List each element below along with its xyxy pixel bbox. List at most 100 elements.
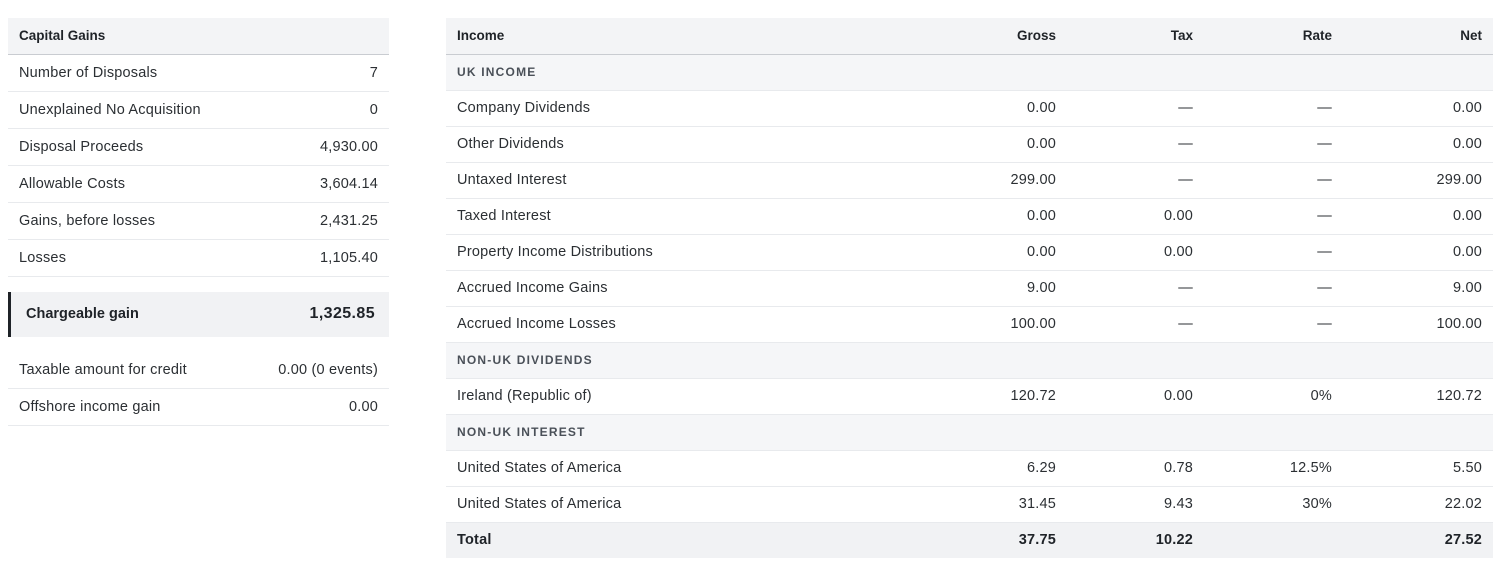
col-header-tax: Tax bbox=[1170, 28, 1193, 44]
income-net: 0.00 bbox=[1452, 136, 1482, 152]
income-row: Accrued Income Losses 100.00 — — 100.00 bbox=[446, 306, 1493, 342]
income-rate: — bbox=[1317, 316, 1332, 332]
income-name: Taxed Interest bbox=[457, 208, 551, 224]
cg-extra-row: Taxable amount for credit 0.00 (0 events… bbox=[8, 352, 389, 388]
cg-row: Allowable Costs 3,604.14 bbox=[8, 165, 389, 202]
total-tax: 10.22 bbox=[1155, 532, 1193, 549]
income-gross: 6.29 bbox=[1026, 460, 1056, 476]
income-gross: 0.00 bbox=[1026, 244, 1056, 260]
income-panel: Income Gross Tax Rate Net UK INCOME Comp… bbox=[446, 18, 1493, 558]
capital-gains-table: Capital Gains Number of Disposals 7 Unex… bbox=[8, 18, 389, 277]
income-name: Accrued Income Gains bbox=[457, 280, 608, 296]
cg-row: Losses 1,105.40 bbox=[8, 239, 389, 276]
income-net: 0.00 bbox=[1452, 244, 1482, 260]
section-label: NON-UK INTEREST bbox=[457, 425, 586, 439]
income-tax: — bbox=[1178, 316, 1193, 332]
capital-gains-header-row: Capital Gains bbox=[8, 18, 389, 54]
income-tax: 0.00 bbox=[1163, 208, 1193, 224]
cg-row-value: 0 bbox=[369, 101, 378, 118]
income-tax: — bbox=[1178, 172, 1193, 188]
section-row-non-uk-interest: NON-UK INTEREST bbox=[446, 414, 1493, 450]
income-row: Ireland (Republic of) 120.72 0.00 0% 120… bbox=[446, 378, 1493, 414]
cg-row-label: Number of Disposals bbox=[19, 64, 158, 81]
income-net: 0.00 bbox=[1452, 208, 1482, 224]
income-row: Other Dividends 0.00 — — 0.00 bbox=[446, 126, 1493, 162]
col-header-income: Income bbox=[457, 28, 505, 44]
cg-row: Disposal Proceeds 4,930.00 bbox=[8, 128, 389, 165]
cg-row-label: Disposal Proceeds bbox=[19, 138, 144, 155]
income-net: 5.50 bbox=[1452, 460, 1482, 476]
income-net: 0.00 bbox=[1452, 100, 1482, 116]
income-header-row: Income Gross Tax Rate Net bbox=[446, 18, 1493, 54]
income-rate: — bbox=[1317, 172, 1332, 188]
section-label: UK INCOME bbox=[457, 65, 537, 79]
total-net: 27.52 bbox=[1444, 532, 1482, 549]
income-row: United States of America 6.29 0.78 12.5%… bbox=[446, 450, 1493, 486]
income-name: United States of America bbox=[457, 460, 622, 476]
col-header-rate: Rate bbox=[1302, 28, 1332, 44]
income-row: Accrued Income Gains 9.00 — — 9.00 bbox=[446, 270, 1493, 306]
income-name: Company Dividends bbox=[457, 100, 591, 116]
cg-row: Unexplained No Acquisition 0 bbox=[8, 91, 389, 128]
total-label: Total bbox=[457, 532, 492, 549]
income-tax: — bbox=[1178, 100, 1193, 116]
cg-extra-label: Taxable amount for credit bbox=[19, 361, 187, 378]
capital-gains-extra-table: Taxable amount for credit 0.00 (0 events… bbox=[8, 352, 389, 426]
income-tax: 9.43 bbox=[1163, 496, 1193, 512]
cg-extra-value: 0.00 (0 events) bbox=[278, 361, 378, 378]
income-gross: 120.72 bbox=[1010, 388, 1056, 404]
income-rate: 30% bbox=[1302, 496, 1332, 512]
income-tax: 0.00 bbox=[1163, 388, 1193, 404]
income-row: Taxed Interest 0.00 0.00 — 0.00 bbox=[446, 198, 1493, 234]
income-net: 22.02 bbox=[1444, 496, 1482, 512]
cg-row-value: 1,105.40 bbox=[319, 249, 378, 266]
income-gross: 0.00 bbox=[1026, 100, 1056, 116]
income-gross: 31.45 bbox=[1018, 496, 1056, 512]
capital-gains-panel: Capital Gains Number of Disposals 7 Unex… bbox=[8, 18, 389, 426]
total-gross: 37.75 bbox=[1018, 532, 1056, 549]
income-gross: 0.00 bbox=[1026, 208, 1056, 224]
income-net: 120.72 bbox=[1436, 388, 1482, 404]
income-gross: 0.00 bbox=[1026, 136, 1056, 152]
income-rate: 0% bbox=[1310, 388, 1332, 404]
income-tax: 0.00 bbox=[1163, 244, 1193, 260]
cg-row-value: 4,930.00 bbox=[319, 138, 378, 155]
income-name: Accrued Income Losses bbox=[457, 316, 616, 332]
section-row-non-uk-dividends: NON-UK DIVIDENDS bbox=[446, 342, 1493, 378]
income-row: Untaxed Interest 299.00 — — 299.00 bbox=[446, 162, 1493, 198]
cg-row-label: Losses bbox=[19, 249, 67, 266]
col-header-net: Net bbox=[1460, 28, 1482, 44]
income-tax: 0.78 bbox=[1163, 460, 1193, 476]
income-name: United States of America bbox=[457, 496, 622, 512]
income-gross: 299.00 bbox=[1010, 172, 1056, 188]
cg-extra-row: Offshore income gain 0.00 bbox=[8, 388, 389, 425]
income-row: Company Dividends 0.00 — — 0.00 bbox=[446, 90, 1493, 126]
income-name: Untaxed Interest bbox=[457, 172, 567, 188]
income-rate: — bbox=[1317, 280, 1332, 296]
income-gross: 100.00 bbox=[1010, 316, 1056, 332]
total-rate bbox=[1204, 522, 1343, 558]
capital-gains-title: Capital Gains bbox=[19, 28, 106, 44]
cg-row: Number of Disposals 7 bbox=[8, 54, 389, 91]
income-gross: 9.00 bbox=[1026, 280, 1056, 296]
chargeable-gain-box: Chargeable gain 1,325.85 bbox=[8, 291, 389, 337]
chargeable-gain-value: 1,325.85 bbox=[309, 305, 375, 322]
income-tax: — bbox=[1178, 136, 1193, 152]
income-name: Other Dividends bbox=[457, 136, 564, 152]
section-label: NON-UK DIVIDENDS bbox=[457, 353, 593, 367]
cg-row-label: Gains, before losses bbox=[19, 212, 156, 229]
income-row: Property Income Distributions 0.00 0.00 … bbox=[446, 234, 1493, 270]
cg-row-label: Allowable Costs bbox=[19, 175, 126, 192]
cg-row-value: 3,604.14 bbox=[319, 175, 378, 192]
cg-extra-value: 0.00 bbox=[348, 398, 378, 415]
cg-row-value: 2,431.25 bbox=[319, 212, 378, 229]
col-header-gross: Gross bbox=[1016, 28, 1056, 44]
income-net: 299.00 bbox=[1436, 172, 1482, 188]
income-rate: — bbox=[1317, 100, 1332, 116]
income-tax: — bbox=[1178, 280, 1193, 296]
income-net: 9.00 bbox=[1452, 280, 1482, 296]
cg-extra-label: Offshore income gain bbox=[19, 398, 161, 415]
cg-row-label: Unexplained No Acquisition bbox=[19, 101, 201, 118]
income-name: Property Income Distributions bbox=[457, 244, 653, 260]
chargeable-gain-label: Chargeable gain bbox=[26, 306, 139, 322]
